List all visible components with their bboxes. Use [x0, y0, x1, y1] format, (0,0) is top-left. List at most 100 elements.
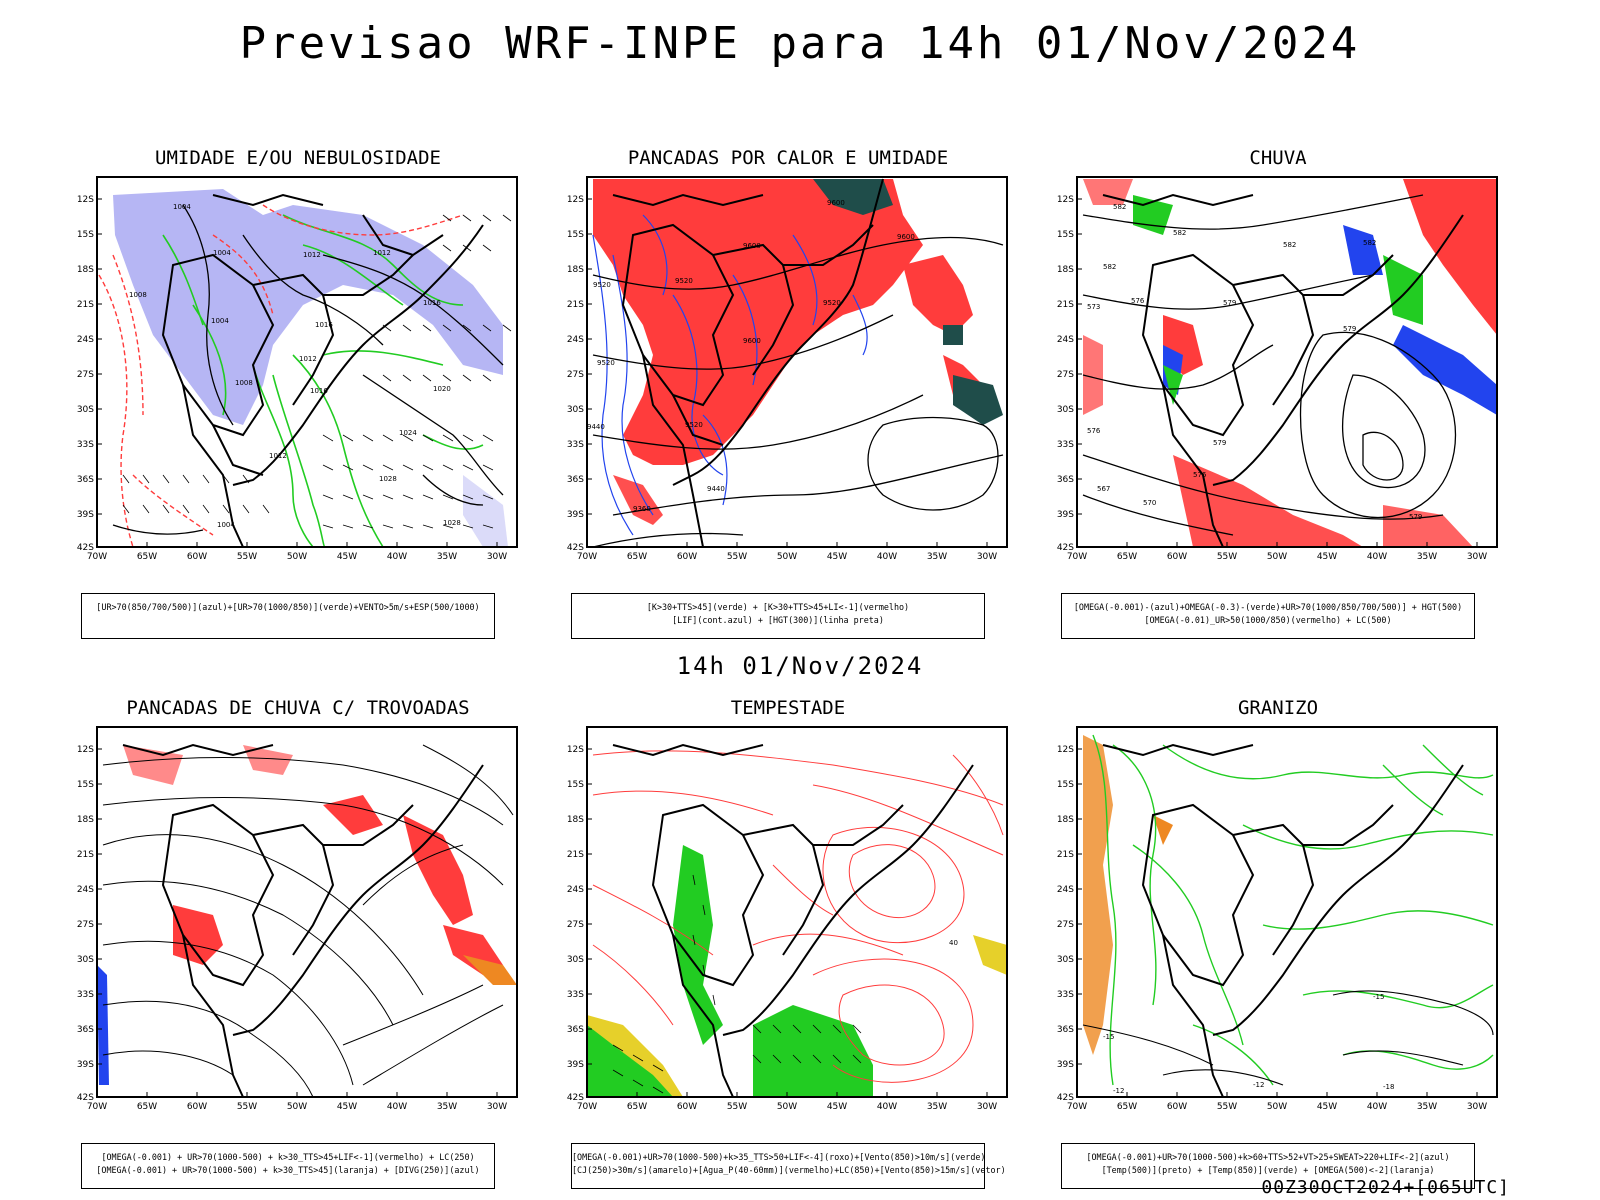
country-borders: [1102, 743, 1464, 1098]
contour-label: 576: [1087, 427, 1101, 435]
contour-label: 570: [1143, 499, 1156, 507]
contour-label: 579: [1223, 299, 1236, 307]
contour-label: 579: [1343, 325, 1356, 333]
lat-label: 39S: [1057, 1060, 1074, 1070]
legend-line: [OMEGA(-0.001)-(azul)+OMEGA(-0.3)-(verde…: [1073, 602, 1463, 612]
lat-label: 18S: [567, 815, 584, 825]
lon-label: 60W: [1167, 552, 1187, 562]
lat-label: 39S: [567, 510, 584, 520]
contour-label: 1020: [433, 385, 451, 393]
contour-label: 582: [1103, 263, 1116, 271]
lon-label: 55W: [1217, 1102, 1237, 1112]
contour-label: 9600: [743, 242, 761, 250]
lat-label: 21S: [567, 850, 584, 860]
lon-label: 40W: [877, 552, 897, 562]
lon-label: 45W: [337, 552, 357, 562]
lon-label: 60W: [187, 552, 207, 562]
lat-label: 12S: [1057, 745, 1074, 755]
lat-label: 15S: [1057, 230, 1074, 240]
lat-label: 30S: [77, 955, 94, 965]
contour-label: 9520: [597, 359, 615, 367]
legend-line: [Temp(500)](preto) + [Temp(850)](verde) …: [1101, 1165, 1435, 1175]
panel-legend: [OMEGA(-0.001) + UR>70(1000-500) + k>30_…: [81, 1143, 495, 1189]
contour-label: 1028: [379, 475, 397, 483]
lon-label: 30W: [1467, 552, 1487, 562]
panel-legend: [OMEGA(-0.001)+UR>70(1000-500)+k>60+TTS>…: [1061, 1143, 1475, 1189]
lat-label: 21S: [77, 300, 94, 310]
isobar-labels: 1004 1004 1012 1012 1008 1016 1004 1016 1012 1…: [129, 203, 461, 529]
contour-label: 9520: [593, 281, 611, 289]
lon-label: 55W: [727, 552, 747, 562]
lat-label: 39S: [77, 1060, 94, 1070]
contour-label: 1004: [173, 203, 191, 211]
lon-label: 30W: [977, 1102, 997, 1112]
panel-title: CHUVA: [1249, 147, 1307, 169]
lon-label: 60W: [187, 1102, 207, 1112]
contour-label: 1004: [211, 317, 229, 325]
contour-label: 9440: [707, 485, 725, 493]
panel-legend: [UR>70(850/700/500)](azul)+[UR>70(1000/8…: [81, 593, 495, 639]
contour-label: 1012: [303, 251, 321, 259]
lon-label: 65W: [1117, 552, 1137, 562]
mid-date: 14h 01/Nov/2024: [676, 652, 924, 680]
run-timestamp: 00Z30OCT2024+[065UTC]: [1261, 1177, 1510, 1198]
lon-label: 60W: [1167, 1102, 1187, 1112]
lon-label: 30W: [1467, 1102, 1487, 1112]
lat-label: 30S: [567, 955, 584, 965]
contour-label: 567: [1097, 485, 1110, 493]
lat-label: 42S: [1057, 543, 1074, 553]
legend-line: [OMEGA(-0.001)+UR>70(1000-500)+k>35_TTS>…: [572, 1152, 986, 1162]
contour-label: 582: [1113, 203, 1126, 211]
legend-line: [OMEGA(-0.001) + UR>70(1000-500) + k>30_…: [96, 1165, 480, 1175]
lon-label: 35W: [1417, 1102, 1437, 1112]
temp-500-contours: [1082, 990, 1494, 1086]
lon-label: 50W: [1267, 1102, 1287, 1112]
lat-label: 42S: [1057, 1093, 1074, 1103]
contour-label: 1008: [235, 379, 253, 387]
lat-label: 18S: [77, 265, 94, 275]
contour-label: 1024: [399, 429, 417, 437]
panel-granizo: GRANIZO: [1043, 697, 1513, 1189]
lon-label: 50W: [287, 1102, 307, 1112]
lat-label: 36S: [1057, 475, 1074, 485]
contour-label: 1004: [217, 521, 235, 529]
lon-label: 30W: [977, 552, 997, 562]
contour-label: 1028: [443, 519, 461, 527]
contour-label: 9520: [685, 421, 703, 429]
country-borders: [612, 743, 974, 1098]
contour-label: 9520: [675, 277, 693, 285]
contour-label: 1008: [129, 291, 147, 299]
lat-label: 39S: [77, 510, 94, 520]
panel-legend: [K>30+TTS>45](verde) + [K>30+TTS>45+LI<-…: [571, 593, 985, 639]
contour-label: -18: [1383, 1083, 1394, 1091]
lon-label: 65W: [627, 1102, 647, 1112]
map-frame: 12S 15S 18S 21S 24S 27S 30S 33S 36S 39S …: [77, 176, 518, 562]
lat-label: 18S: [77, 815, 94, 825]
lon-label: 55W: [727, 1102, 747, 1112]
lat-label: 24S: [1057, 885, 1074, 895]
lon-label: 70W: [1067, 552, 1087, 562]
lon-label: 60W: [677, 552, 697, 562]
contour-label: 579: [1409, 513, 1422, 521]
lat-label: 12S: [1057, 195, 1074, 205]
lon-label: 50W: [287, 552, 307, 562]
lon-label: 65W: [627, 552, 647, 562]
lat-label: 36S: [77, 475, 94, 485]
instability-green-area: [813, 179, 1003, 425]
legend-line: [LIF](cont.azul) + [HGT(300)](linha pret…: [672, 615, 884, 625]
contour-label: 576: [1131, 297, 1145, 305]
lat-label: 21S: [1057, 300, 1074, 310]
lat-label: 15S: [567, 230, 584, 240]
panel-umidade: UMIDADE E/OU NEBULOSIDADE: [63, 147, 533, 639]
thunderstorm-orange-area: [463, 955, 517, 985]
lat-label: 15S: [77, 230, 94, 240]
contour-label: -15: [1103, 1033, 1114, 1041]
map-frame: 12S 15S 18S 21S 24S 27S 30S 33S 36S 39S …: [77, 726, 518, 1112]
lon-label: 50W: [1267, 552, 1287, 562]
lat-label: 24S: [567, 885, 584, 895]
lon-label: 45W: [337, 1102, 357, 1112]
height-labels: 9600 9600 9600 9520 9520 9520 9600 9520 9440 9…: [587, 199, 915, 513]
contour-label: 1012: [373, 249, 391, 257]
